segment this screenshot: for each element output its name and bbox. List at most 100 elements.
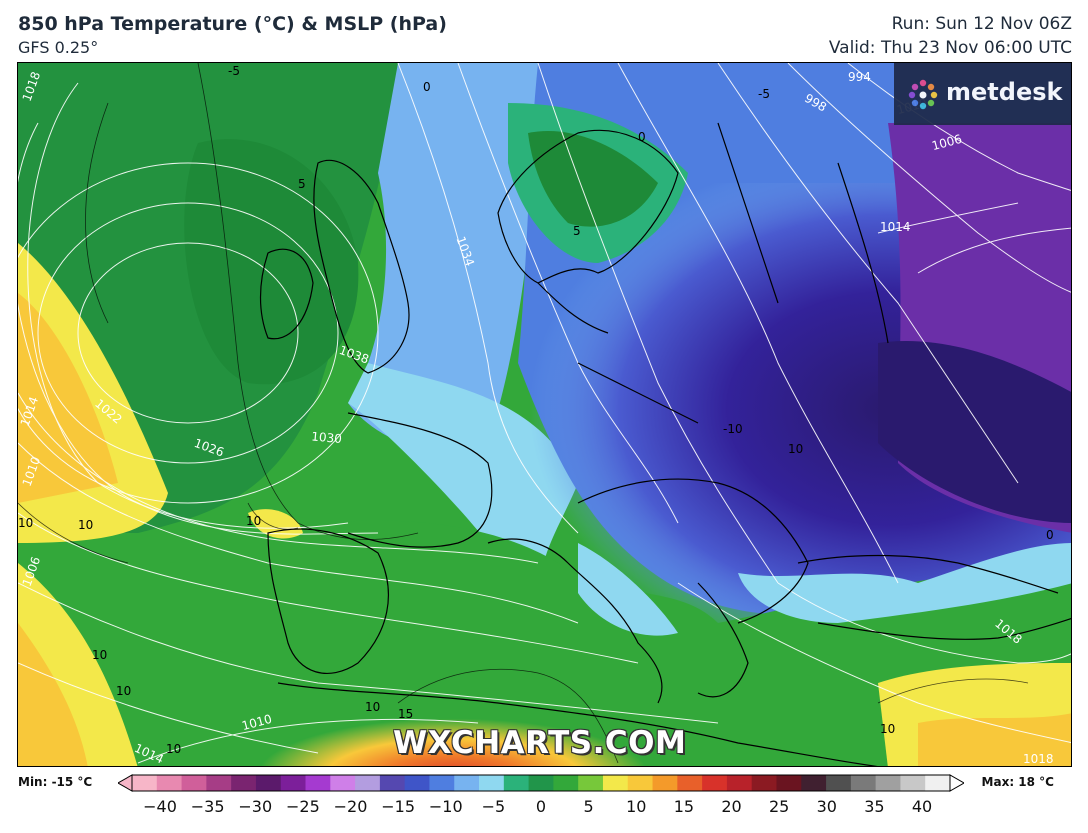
temp-label: 10 [116,684,131,698]
west-warmer [18,293,118,503]
temp-label: 0 [1046,528,1054,542]
temp-label: 10 [788,442,803,456]
scale-tick-label: −5 [481,797,506,816]
temp-label: 10 [78,518,93,532]
biscay-warm [248,509,303,539]
scale-cell [826,775,852,791]
brand-name: metdesk [946,78,1063,106]
temp-label: -10 [723,422,743,436]
scale-tick-label: 30 [816,797,837,816]
temp-label: -5 [228,64,240,78]
scale-cell [875,775,901,791]
scale-cell [801,775,827,791]
scale-min-label: Min: -15 °C [18,775,93,789]
temp-label: 10 [365,700,380,714]
temp-label: 10 [246,514,261,528]
scale-cell [379,775,406,791]
scale-tick-label: −10 [428,797,463,816]
scale-tick-label: 40 [911,797,933,816]
temp-label: 10 [166,742,181,756]
scale-cell [925,775,951,791]
scale-cell [156,775,183,791]
scale-cell [429,775,455,791]
scale-cell [255,775,282,791]
brand-logo: metdesk [894,63,1071,125]
temp-label: 10 [18,516,33,530]
scale-cell [330,775,356,791]
isobars [18,63,1071,764]
temp-label: 10 [880,722,895,736]
isobar-label: 994 [848,70,871,84]
isobar-label: 1014 [880,220,911,234]
scale-cell [602,775,629,791]
scale-cell [454,775,480,791]
scale-max-label: Max: 18 °C [981,775,1054,789]
scale-tick-label: 35 [864,797,885,816]
color-scale-bar [118,774,964,792]
isobar-label: 1030 [311,429,343,446]
scale-tick-label: −20 [333,797,368,816]
scale-cell [528,775,554,791]
scale-right-arrow [949,774,964,792]
scale-tick-label: 10 [626,797,647,816]
scale-tick-label: 15 [673,797,695,816]
scale-cell [206,775,232,791]
scale-tick-label: −30 [238,797,273,816]
africa-warm [218,603,778,766]
scale-cell [702,775,728,791]
metdesk-dots-icon [908,79,938,110]
temp-label: -5 [758,87,770,101]
scale-cell [181,775,207,791]
temp-label: 0 [638,130,646,144]
scandinavia-core [528,131,658,227]
scale-cell [355,775,381,791]
scale-cell [305,775,331,791]
run-time: Run: Sun 12 Nov 06Z [891,14,1072,34]
scale-tick-label: −40 [143,797,177,816]
scale-cell [900,775,926,791]
scale-tick-label: −35 [190,797,225,816]
temp-label: 10 [92,648,107,662]
map-canvas: 1018 1014 1010 1006 1022 1026 1030 1034 … [18,63,1071,766]
black-sea-cold [738,543,1071,623]
temp-label: 5 [573,224,581,238]
scale-cell [627,775,654,791]
scale-cell [850,775,877,791]
scale-tick-label: 5 [583,797,594,816]
weather-map: 1018 1014 1010 1006 1022 1026 1030 1034 … [17,62,1072,767]
scale-tick-label: −15 [381,797,416,816]
uk-region [184,139,359,385]
model-label: GFS 0.25° [18,38,99,57]
temp-label: 0 [423,80,431,94]
temp-label: 15 [398,707,413,721]
scale-cell [751,775,777,791]
scale-tick-label: 0 [535,797,547,816]
scale-cell [578,775,604,791]
sw-warmer [18,623,88,766]
scale-cell [479,775,505,791]
scale-cell [231,775,257,791]
scale-tick-label: 20 [721,797,742,816]
temp-contours [18,63,1029,764]
scale-cell [404,775,430,791]
scale-cell [776,775,802,791]
scale-cell [132,775,158,791]
scale-cell [677,775,703,791]
chart-title: 850 hPa Temperature (°C) & MSLP (hPa) [18,13,447,35]
scale-tick-label: 25 [768,797,790,816]
isobar-label: 1018 [1023,752,1054,766]
temp-label: 5 [298,177,306,191]
scale-tick-label: −25 [285,797,320,816]
scale-cells [131,774,951,792]
se-warmer [918,713,1071,766]
scale-cell [503,775,530,791]
scale-ticks: −40 −35 −30 −25 −20 −15 −10 −5 0 5 10 15 20 25 30 35 40 [0,797,1088,821]
scale-cell [726,775,753,791]
scale-cell [553,775,579,791]
valid-time: Valid: Thu 23 Nov 06:00 UTC [828,38,1072,58]
scale-left-arrow [118,774,133,792]
east-deep [878,341,1071,523]
scale-cell [652,775,678,791]
scale-cell [280,775,307,791]
temp-labels: 10 10 10 10 10 10 10 10 10 0 0 5 -5 -5 -… [18,64,1054,756]
